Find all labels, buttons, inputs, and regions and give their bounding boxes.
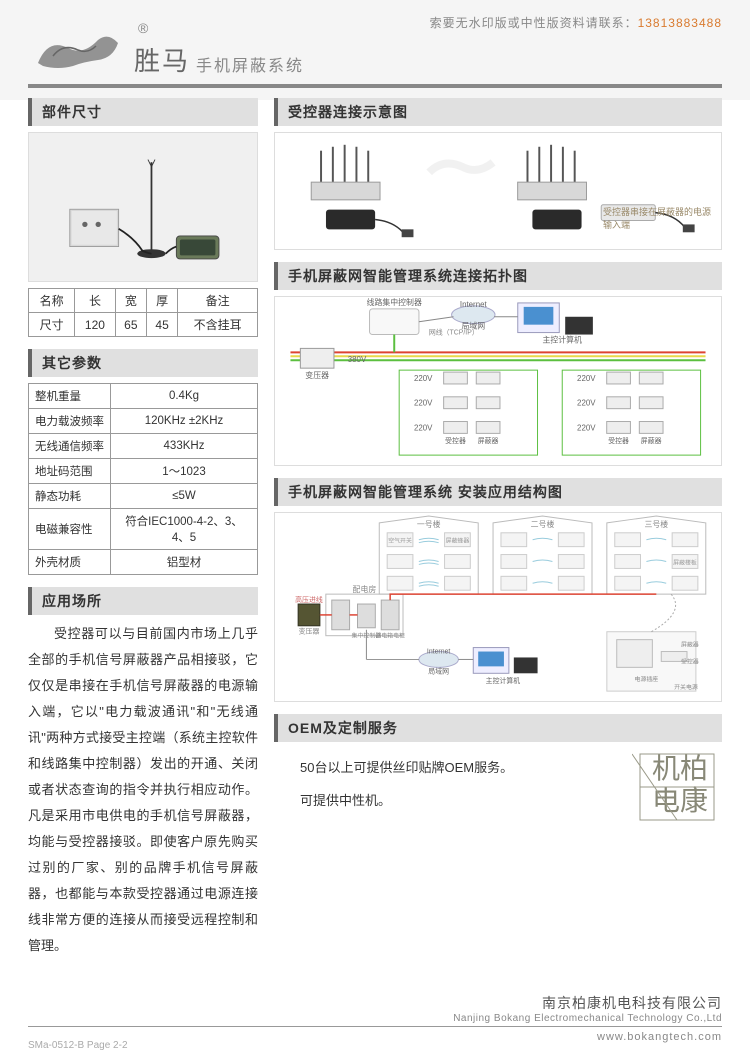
footer-company-en: Nanjing Bokang Electromechanical Technol… — [28, 1013, 722, 1024]
connection-diagram: 受控器串接在屏蔽器的电源输入端 — [274, 132, 722, 250]
dim-h-l: 长 — [75, 289, 116, 313]
svg-text:馈电箱电柜: 馈电箱电柜 — [375, 632, 405, 640]
p0k: 整机重量 — [29, 384, 111, 409]
svg-text:屏蔽器: 屏蔽器 — [641, 436, 662, 445]
p1v: 120KHz ±2KHz — [111, 409, 258, 434]
footer-website: www.bokangtech.com — [28, 1031, 722, 1043]
dim-r-l: 120 — [75, 313, 116, 337]
lbl-internet: Internet — [460, 300, 488, 309]
svg-text:220V: 220V — [577, 423, 596, 432]
reg-mark: ® — [138, 20, 148, 36]
lbl-380: 380V — [348, 355, 367, 364]
p3v: 1～1023 — [111, 459, 258, 484]
lbl-hub: 线路集中控制器 — [367, 297, 422, 307]
p6v: 铝型材 — [111, 550, 258, 575]
svg-text:220V: 220V — [577, 399, 596, 408]
lbl-ctrl: 受控器 — [445, 436, 466, 445]
install-diagram: 一号楼 空气开关 屏蔽蜂器 二号楼 — [274, 512, 722, 702]
dim-h-t: 厚 — [146, 289, 177, 313]
section-title-connection: 受控器连接示意图 — [274, 98, 722, 126]
watermark-contact: 索要无水印版或中性版资料请联系：13813883488 — [430, 14, 722, 31]
lbl-trans2: 变压器 — [299, 627, 320, 636]
lbl-cable: 网线（TCP/IP） — [429, 328, 479, 337]
svg-text:机柏: 机柏 — [652, 753, 708, 785]
section-title-oem: OEM及定制服务 — [274, 714, 722, 742]
dim-h-w: 宽 — [115, 289, 146, 313]
svg-text:屏蔽蜂器: 屏蔽蜂器 — [446, 537, 470, 545]
application-body: 受控器可以与目前国内市场上几乎全部的手机信号屏蔽器产品相接驳，它仅仅是串接在手机… — [28, 621, 258, 959]
left-column: 部件尺寸 名称 长 宽 — [28, 98, 258, 959]
svg-text:受控器: 受控器 — [608, 436, 629, 445]
dim-h-name: 名称 — [29, 289, 75, 313]
p0v: 0.4Kg — [111, 384, 258, 409]
svg-text:受控器: 受控器 — [681, 657, 699, 665]
section-title-params: 其它参数 — [28, 349, 258, 377]
lbl-b2: 二号楼 — [531, 519, 555, 529]
oem-text-1: 50台以上可提供丝印贴牌OEM服务。 — [274, 756, 513, 781]
section-title-install: 手机屏蔽网智能管理系统 安装应用结构图 — [274, 478, 722, 506]
section-title-dimensions: 部件尺寸 — [28, 98, 258, 126]
footer-company-cn: 南京柏康机电科技有限公司 — [28, 993, 722, 1013]
svg-text:电康: 电康 — [652, 785, 708, 817]
section-title-application: 应用场所 — [28, 587, 258, 615]
svg-text:Internet: Internet — [427, 649, 451, 656]
lbl-host: 主控计算机 — [543, 334, 583, 344]
svg-text:220V: 220V — [577, 374, 596, 383]
svg-text:空气开关: 空气开关 — [388, 537, 412, 545]
svg-text:220V: 220V — [414, 423, 433, 432]
page-number: SMa-0512-B Page 2-2 — [28, 1040, 128, 1051]
lbl-hv: 高压进线 — [295, 595, 323, 604]
dim-r-note: 不含挂耳 — [178, 313, 258, 337]
svg-text:屏蔽楼板: 屏蔽楼板 — [673, 558, 697, 566]
connection-note: 受控器串接在屏蔽器的电源输入端 — [603, 205, 713, 231]
company-stamp-logo: 机柏电康 — [632, 748, 722, 828]
product-name: 手机屏蔽系统 — [196, 52, 304, 76]
p2v: 433KHz — [111, 434, 258, 459]
dim-h-note: 备注 — [178, 289, 258, 313]
section-title-topology: 手机屏蔽网智能管理系统连接拓扑图 — [274, 262, 722, 290]
params-table: 整机重量0.4Kg 电力载波频率120KHz ±2KHz 无线通信频率433KH… — [28, 383, 258, 575]
lbl-jammer: 屏蔽器 — [478, 436, 499, 445]
dim-r-w: 65 — [115, 313, 146, 337]
dimensions-table: 名称 长 宽 厚 备注 尺寸 120 65 45 不含挂耳 — [28, 288, 258, 337]
lbl-trans: 变压器 — [305, 370, 329, 380]
lbl-b3: 三号楼 — [644, 519, 668, 529]
watermark-pre: 索要无水印版或中性版资料请联系： — [430, 16, 638, 30]
right-column: 受控器连接示意图 — [274, 98, 722, 959]
p4v: ≤5W — [111, 484, 258, 509]
lbl-room: 配电房 — [353, 584, 377, 594]
svg-text:主控计算机: 主控计算机 — [486, 676, 521, 685]
svg-text:局域网: 局域网 — [428, 666, 449, 675]
dim-r-t: 45 — [146, 313, 177, 337]
p3k: 地址码范围 — [29, 459, 111, 484]
p6k: 外壳材质 — [29, 550, 111, 575]
p5v: 符合IEC1000-4-2、3、4、5 — [111, 509, 258, 550]
p4k: 静态功耗 — [29, 484, 111, 509]
footer: 南京柏康机电科技有限公司 Nanjing Bokang Electromecha… — [28, 993, 722, 1043]
lbl-b1: 一号楼 — [417, 519, 441, 529]
topology-diagram: 线路集中控制器 Internet 局域网 主控计算机 网线（TCP/IP） — [274, 296, 722, 466]
svg-text:电源插座: 电源插座 — [635, 675, 659, 683]
svg-text:220V: 220V — [414, 399, 433, 408]
dim-r-name: 尺寸 — [29, 313, 75, 337]
lbl-220a: 220V — [414, 374, 433, 383]
product-photo — [28, 132, 258, 282]
watermark-phone: 13813883488 — [638, 16, 722, 30]
p1k: 电力载波频率 — [29, 409, 111, 434]
p5k: 电磁兼容性 — [29, 509, 111, 550]
p2k: 无线通信频率 — [29, 434, 111, 459]
svg-text:屏蔽器: 屏蔽器 — [681, 641, 699, 649]
oem-text-2: 可提供中性机。 — [274, 789, 513, 814]
svg-text:开关电源: 开关电源 — [674, 683, 698, 691]
brand-logo — [28, 18, 128, 78]
brand-name-cn: 胜马 — [134, 41, 190, 78]
